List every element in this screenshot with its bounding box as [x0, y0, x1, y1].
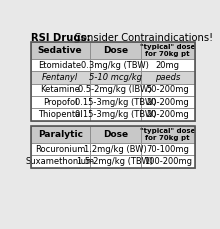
- Bar: [31, 126, 195, 168]
- Text: "typical" dose
for 70kg pt: "typical" dose for 70kg pt: [140, 128, 196, 141]
- Bar: [31, 59, 90, 71]
- Text: 20-200mg: 20-200mg: [147, 98, 189, 107]
- Bar: [31, 155, 90, 168]
- Text: 5-10 mcg/kg: 5-10 mcg/kg: [89, 73, 142, 82]
- Text: RSI Drugs:: RSI Drugs:: [31, 33, 91, 43]
- Bar: [141, 42, 195, 59]
- Text: 20-200mg: 20-200mg: [147, 110, 189, 119]
- Bar: [141, 96, 195, 108]
- Bar: [141, 59, 195, 71]
- Bar: [31, 42, 90, 59]
- Text: 0.3mg/kg (TBW): 0.3mg/kg (TBW): [81, 61, 149, 70]
- Text: 70-100mg: 70-100mg: [146, 145, 189, 154]
- Text: Propofol: Propofol: [43, 98, 77, 107]
- Text: Paralytic: Paralytic: [38, 130, 83, 139]
- Bar: [141, 84, 195, 96]
- Bar: [141, 108, 195, 121]
- Text: Consider Contraindications!: Consider Contraindications!: [71, 33, 213, 43]
- Bar: [90, 108, 141, 121]
- Bar: [90, 126, 141, 143]
- Text: 20mg: 20mg: [156, 61, 180, 70]
- Bar: [31, 126, 90, 143]
- Text: "typical" dose
for 70kg pt: "typical" dose for 70kg pt: [140, 44, 196, 57]
- Bar: [31, 108, 90, 121]
- Bar: [31, 143, 90, 155]
- Bar: [31, 42, 195, 121]
- Text: Rocuronium: Rocuronium: [35, 145, 85, 154]
- Text: paeds: paeds: [155, 73, 180, 82]
- Bar: [141, 126, 195, 143]
- Bar: [141, 143, 195, 155]
- Bar: [90, 96, 141, 108]
- Bar: [31, 84, 90, 96]
- Bar: [90, 71, 141, 84]
- Bar: [90, 143, 141, 155]
- Bar: [31, 71, 90, 84]
- Text: 0.5-2mg/kg (IBW): 0.5-2mg/kg (IBW): [79, 85, 152, 94]
- Text: 1.2mg/kg (BW): 1.2mg/kg (BW): [84, 145, 147, 154]
- Text: 0.15-3mg/kg (TBW): 0.15-3mg/kg (TBW): [75, 110, 156, 119]
- Bar: [90, 84, 141, 96]
- Bar: [90, 155, 141, 168]
- Text: 50-200mg: 50-200mg: [147, 85, 189, 94]
- Text: Thiopental: Thiopental: [38, 110, 82, 119]
- Text: Etomidate: Etomidate: [39, 61, 82, 70]
- Bar: [31, 96, 90, 108]
- Text: Dose: Dose: [103, 130, 128, 139]
- Text: Dose: Dose: [103, 46, 128, 55]
- Bar: [141, 155, 195, 168]
- Text: 1.5-2mg/kg (TBW): 1.5-2mg/kg (TBW): [77, 157, 153, 166]
- Bar: [90, 59, 141, 71]
- Bar: [90, 42, 141, 59]
- Text: Sedative: Sedative: [38, 46, 82, 55]
- Text: Fentanyl: Fentanyl: [42, 73, 78, 82]
- Text: Ketamine: Ketamine: [40, 85, 80, 94]
- Text: Suxamethonium: Suxamethonium: [26, 157, 95, 166]
- Bar: [141, 71, 195, 84]
- Text: 100-200mg: 100-200mg: [144, 157, 192, 166]
- Text: 0.15-3mg/kg (TBW): 0.15-3mg/kg (TBW): [75, 98, 156, 107]
